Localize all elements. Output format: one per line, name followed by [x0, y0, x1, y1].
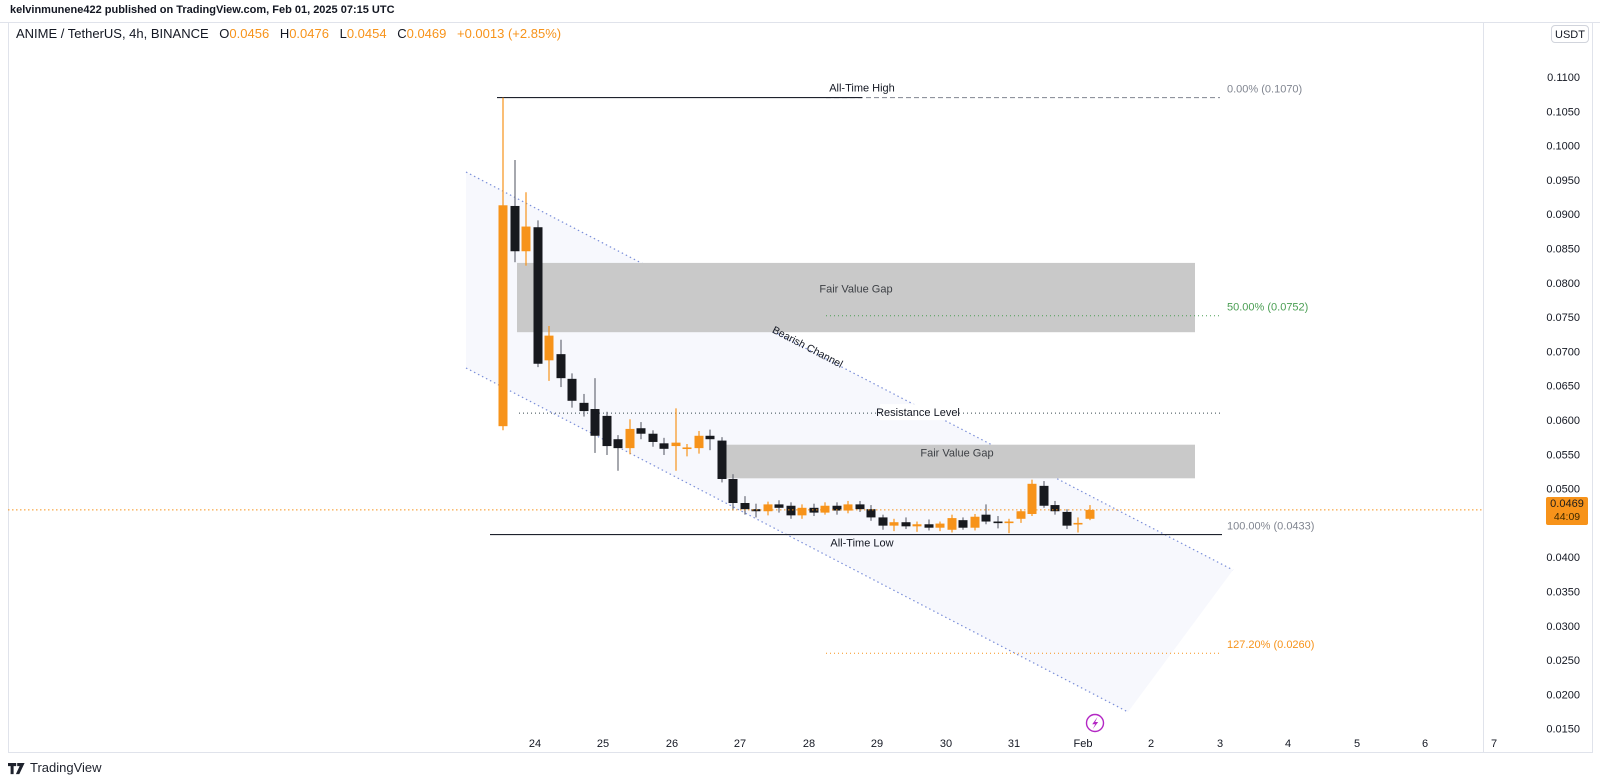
- frame-top-border: [0, 22, 1600, 23]
- bar-countdown: 44:09: [1553, 511, 1581, 523]
- attribution-text: kelvinmunene422 published on TradingView…: [10, 4, 395, 16]
- fib-level-fib_zero[interactable]: 0.00% (0.1070): [826, 84, 1302, 99]
- atl-label: All-Time Low: [830, 538, 893, 550]
- lightning-event-icon[interactable]: [1085, 713, 1105, 733]
- ohlc-close: C0.0469: [397, 26, 447, 41]
- price-tick-label: 0.1000: [1546, 141, 1580, 153]
- fvg-box-upper[interactable]: Fair Value Gap: [517, 262, 1195, 333]
- time-tick-label: 25: [597, 738, 609, 750]
- fib-level-label: 127.20% (0.0260): [1227, 639, 1314, 651]
- fib-level-label: 50.00% (0.0752): [1227, 302, 1308, 314]
- price-tick-label: 0.0750: [1546, 312, 1580, 324]
- ath-atl-lines[interactable]: [490, 96, 1222, 536]
- time-tick-label: 5: [1354, 738, 1360, 750]
- price-tick-label: 0.0950: [1546, 175, 1580, 187]
- time-tick-label: 28: [803, 738, 815, 750]
- symbol-title[interactable]: ANIME / TetherUS, 4h, BINANCE: [16, 26, 209, 41]
- tradingview-logo-text: TradingView: [30, 760, 102, 775]
- fvg-box-lower[interactable]: Fair Value Gap: [719, 444, 1195, 479]
- time-tick-label: 2: [1148, 738, 1154, 750]
- bearish-channel[interactable]: [465, 171, 1234, 713]
- price-tick-label: 0.0250: [1546, 655, 1580, 667]
- frame-left-border: [8, 22, 9, 752]
- fvg-label: Fair Value Gap: [920, 448, 993, 460]
- price-tick-label: 0.1050: [1546, 106, 1580, 118]
- symbol-header: ANIME / TetherUS, 4h, BINANCE O0.0456 H0…: [16, 26, 561, 41]
- price-axis[interactable]: 0.1100 0.1050 0.1000 0.0950 0.0900 0.0850 0.08…: [1546, 72, 1580, 736]
- price-tick-label: 0.0550: [1546, 449, 1580, 461]
- tradingview-logo[interactable]: TradingView: [8, 760, 102, 775]
- time-tick-label: 31: [1008, 738, 1020, 750]
- frame-bottom-border: [8, 752, 1593, 753]
- price-tick-label: 0.0800: [1546, 278, 1580, 290]
- price-tick-label: 0.0900: [1546, 209, 1580, 221]
- time-tick-label: 3: [1217, 738, 1223, 750]
- time-tick-label: 30: [940, 738, 952, 750]
- price-tick-label: 0.0600: [1546, 415, 1580, 427]
- price-tick-label: 0.0700: [1546, 346, 1580, 358]
- price-axis-separator: [1483, 23, 1484, 752]
- time-tick-label: 24: [529, 738, 541, 750]
- time-tick-label: 7: [1491, 738, 1497, 750]
- ath-label: All-Time High: [829, 83, 895, 95]
- price-tick-label: 0.0650: [1546, 381, 1580, 393]
- price-tick-label: 0.0150: [1546, 724, 1580, 736]
- price-tick-label: 0.0350: [1546, 587, 1580, 599]
- time-axis[interactable]: 24 25 26 27 28 29 30 31 Feb 2 3 4 5 6 7: [529, 738, 1497, 750]
- time-tick-label: 29: [871, 738, 883, 750]
- frame-right-border: [1592, 22, 1593, 752]
- time-tick-label: Feb: [1074, 738, 1093, 750]
- price-tick-label: 0.0400: [1546, 552, 1580, 564]
- price-tick-label: 0.0850: [1546, 244, 1580, 256]
- price-tick-label: 0.0500: [1546, 484, 1580, 496]
- fib-level-fib_fifty[interactable]: 50.00% (0.0752): [826, 302, 1308, 317]
- price-tick-label: 0.0300: [1546, 621, 1580, 633]
- last-price-value: 0.0469: [1550, 498, 1584, 510]
- ohlc-open: O0.0456: [219, 26, 270, 41]
- ohlc-high: H0.0476: [279, 26, 329, 41]
- price-tick-label: 0.1100: [1547, 72, 1580, 84]
- fib-level-fib_ext[interactable]: 127.20% (0.0260): [826, 639, 1314, 654]
- price-change: +0.0013 (+2.85%): [457, 26, 562, 41]
- currency-toggle-button[interactable]: USDT: [1551, 25, 1589, 43]
- candlestick-series[interactable]: [498, 97, 1095, 534]
- price-tick-label: 0.0200: [1546, 689, 1580, 701]
- fib-level-label: 0.00% (0.1070): [1227, 84, 1302, 96]
- time-tick-label: 27: [734, 738, 746, 750]
- fvg-label: Fair Value Gap: [819, 284, 892, 296]
- time-tick-label: 26: [666, 738, 678, 750]
- time-tick-label: 6: [1422, 738, 1428, 750]
- ohlc-low: L0.0454: [339, 26, 387, 41]
- resistance-label: Resistance Level: [876, 407, 960, 419]
- fib-level-fib_hundred[interactable]: 100.00% (0.0433): [1227, 521, 1314, 533]
- last-price-label: 0.0469 44:09: [1546, 497, 1588, 525]
- time-tick-label: 4: [1285, 738, 1291, 750]
- fib-level-label: 100.00% (0.0433): [1227, 521, 1314, 533]
- tradingview-logo-icon: [8, 762, 25, 774]
